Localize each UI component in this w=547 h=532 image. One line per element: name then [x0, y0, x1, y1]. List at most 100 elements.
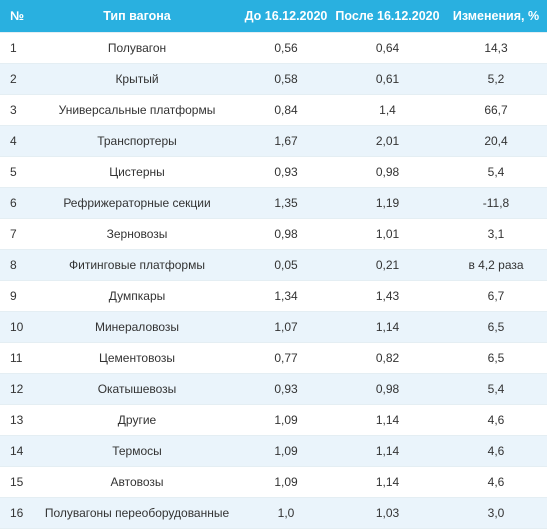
cell-before: 0,58 [242, 62, 330, 94]
table-row: 12 Окатышевозы 0,93 0,98 5,4 [0, 372, 547, 404]
cell-wagon-type: Минераловозы [32, 310, 242, 342]
table-row: 13 Другие 1,09 1,14 4,6 [0, 403, 547, 435]
table-row: 14 Термосы 1,09 1,14 4,6 [0, 434, 547, 466]
cell-after: 1,4 [330, 93, 445, 125]
cell-change: 6,5 [445, 341, 547, 373]
cell-before: 1,67 [242, 124, 330, 156]
cell-number: 15 [0, 465, 32, 497]
cell-before: 1,09 [242, 465, 330, 497]
cell-change: 4,6 [445, 465, 547, 497]
cell-after: 1,14 [330, 434, 445, 466]
cell-number: 2 [0, 62, 32, 94]
table-row: 4 Транспортеры 1,67 2,01 20,4 [0, 124, 547, 156]
cell-change: 5,4 [445, 372, 547, 404]
cell-before: 1,34 [242, 279, 330, 311]
cell-after: 0,61 [330, 62, 445, 94]
cell-number: 11 [0, 341, 32, 373]
cell-before: 1,09 [242, 403, 330, 435]
cell-after: 0,21 [330, 248, 445, 280]
table-row: 6 Рефрижераторные секции 1,35 1,19 -11,8 [0, 186, 547, 218]
header-before: До 16.12.2020 [242, 0, 330, 32]
cell-number: 7 [0, 217, 32, 249]
cell-change: 5,4 [445, 155, 547, 187]
cell-wagon-type: Автовозы [32, 465, 242, 497]
cell-wagon-type: Другие [32, 403, 242, 435]
cell-after: 1,03 [330, 496, 445, 529]
cell-change: 6,7 [445, 279, 547, 311]
header-wagon-type: Тип вагона [32, 0, 242, 32]
cell-wagon-type: Универсальные платформы [32, 93, 242, 125]
table-row: 7 Зерновозы 0,98 1,01 3,1 [0, 217, 547, 249]
cell-before: 0,56 [242, 31, 330, 63]
cell-change: 4,6 [445, 403, 547, 435]
cell-wagon-type: Думпкары [32, 279, 242, 311]
table-header-row: № Тип вагона До 16.12.2020 После 16.12.2… [0, 0, 547, 32]
cell-after: 1,14 [330, 465, 445, 497]
cell-before: 0,93 [242, 155, 330, 187]
cell-after: 0,98 [330, 372, 445, 404]
cell-before: 1,35 [242, 186, 330, 218]
cell-number: 3 [0, 93, 32, 125]
cell-after: 1,19 [330, 186, 445, 218]
cell-after: 1,01 [330, 217, 445, 249]
cell-after: 1,14 [330, 403, 445, 435]
cell-after: 1,43 [330, 279, 445, 311]
table-row: 2 Крытый 0,58 0,61 5,2 [0, 62, 547, 94]
cell-wagon-type: Цементовозы [32, 341, 242, 373]
cell-number: 8 [0, 248, 32, 280]
table-row: 1 Полувагон 0,56 0,64 14,3 [0, 31, 547, 63]
cell-wagon-type: Полувагоны переоборудованные [32, 496, 242, 529]
cell-wagon-type: Рефрижераторные секции [32, 186, 242, 218]
header-change: Изменения, % [445, 0, 547, 32]
cell-change: 4,6 [445, 434, 547, 466]
cell-before: 0,05 [242, 248, 330, 280]
cell-number: 13 [0, 403, 32, 435]
header-after: После 16.12.2020 [330, 0, 445, 32]
cell-change: -11,8 [445, 186, 547, 218]
cell-after: 1,14 [330, 310, 445, 342]
cell-before: 1,0 [242, 496, 330, 529]
cell-change: 3,1 [445, 217, 547, 249]
cell-wagon-type: Цистерны [32, 155, 242, 187]
table-row: 16 Полувагоны переоборудованные 1,0 1,03 3,0 [0, 496, 547, 529]
table-row: 9 Думпкары 1,34 1,43 6,7 [0, 279, 547, 311]
cell-change: 6,5 [445, 310, 547, 342]
cell-before: 0,77 [242, 341, 330, 373]
cell-before: 0,84 [242, 93, 330, 125]
header-number: № [0, 0, 32, 32]
cell-change: 14,3 [445, 31, 547, 63]
cell-wagon-type: Полувагон [32, 31, 242, 63]
table-row: 8 Фитинговые платформы 0,05 0,21 в 4,2 раза [0, 248, 547, 280]
cell-number: 6 [0, 186, 32, 218]
cell-number: 10 [0, 310, 32, 342]
cell-before: 0,98 [242, 217, 330, 249]
table-row: 15 Автовозы 1,09 1,14 4,6 [0, 465, 547, 497]
cell-change: в 4,2 раза [445, 248, 547, 280]
cell-after: 2,01 [330, 124, 445, 156]
cell-after: 0,98 [330, 155, 445, 187]
cell-before: 1,09 [242, 434, 330, 466]
cell-before: 0,93 [242, 372, 330, 404]
cell-wagon-type: Окатышевозы [32, 372, 242, 404]
cell-number: 14 [0, 434, 32, 466]
table-row: 10 Минераловозы 1,07 1,14 6,5 [0, 310, 547, 342]
cell-before: 1,07 [242, 310, 330, 342]
cell-wagon-type: Транспортеры [32, 124, 242, 156]
cell-after: 0,82 [330, 341, 445, 373]
cell-number: 9 [0, 279, 32, 311]
cell-number: 4 [0, 124, 32, 156]
cell-change: 20,4 [445, 124, 547, 156]
cell-wagon-type: Термосы [32, 434, 242, 466]
cell-change: 66,7 [445, 93, 547, 125]
cell-number: 16 [0, 496, 32, 529]
cell-number: 12 [0, 372, 32, 404]
cell-number: 5 [0, 155, 32, 187]
cell-wagon-type: Зерновозы [32, 217, 242, 249]
cell-change: 3,0 [445, 496, 547, 529]
cell-number: 1 [0, 31, 32, 63]
cell-change: 5,2 [445, 62, 547, 94]
table-row: 3 Универсальные платформы 0,84 1,4 66,7 [0, 93, 547, 125]
cell-after: 0,64 [330, 31, 445, 63]
table-row: 5 Цистерны 0,93 0,98 5,4 [0, 155, 547, 187]
